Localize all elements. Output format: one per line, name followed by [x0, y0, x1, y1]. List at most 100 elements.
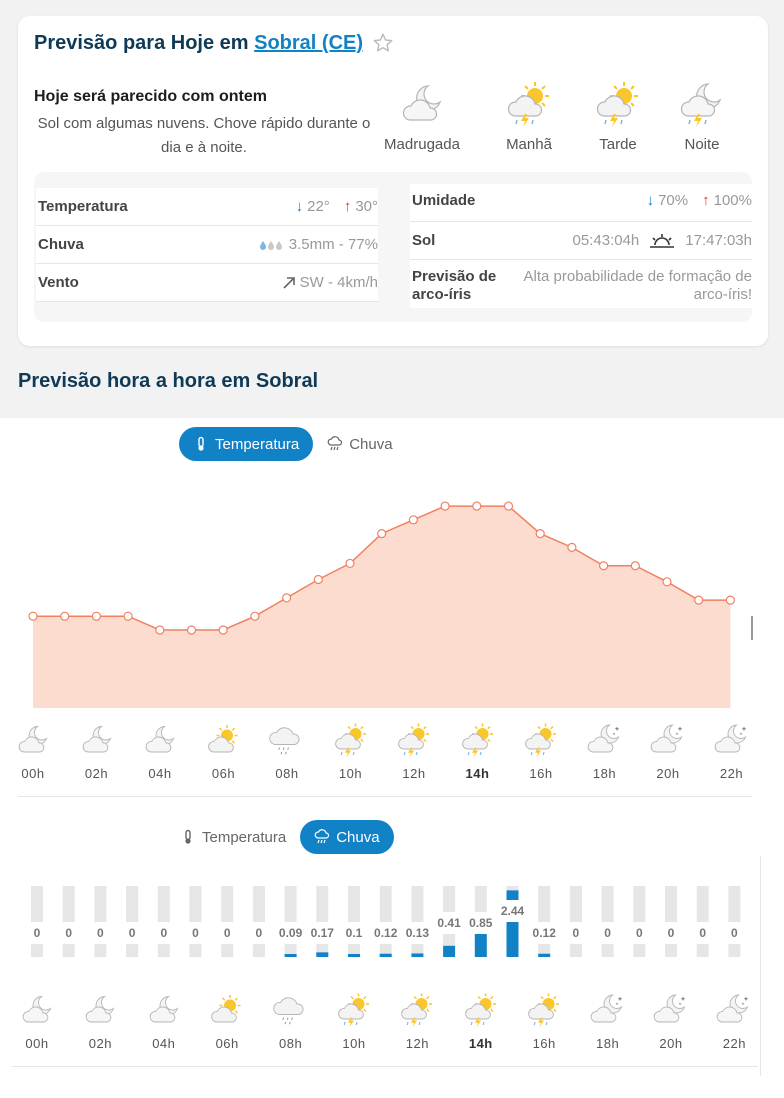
tab-chuva[interactable]: Chuva: [300, 820, 394, 854]
hour-item[interactable]: 04h: [142, 992, 186, 1051]
hour-item[interactable]: 10h: [332, 992, 376, 1051]
hour-item[interactable]: 06h: [205, 992, 249, 1051]
hour-label: 22h: [722, 1036, 746, 1051]
temperature-point[interactable]: [725, 595, 736, 605]
sun-cloud-storm-icon: [526, 992, 562, 1028]
temperature-point[interactable]: [345, 558, 355, 569]
rain-value-label: 0.09: [279, 926, 303, 940]
rain-bar[interactable]: [284, 954, 297, 957]
moon-cloud-icon: [146, 992, 182, 1028]
tab-label: Temperatura: [202, 828, 287, 846]
temperature-point[interactable]: [91, 611, 102, 621]
temperature-point[interactable]: [282, 593, 292, 603]
rain-bar-track: [62, 886, 75, 957]
moon-cloud-storm-icon: [678, 80, 726, 128]
tab-temperatura[interactable]: Temperatura: [166, 820, 300, 854]
rain-bar[interactable]: [474, 933, 487, 957]
temperature-point[interactable]: [186, 625, 197, 635]
temperature-point[interactable]: [567, 542, 577, 552]
row-umidade: Umidade ↓ 70% ↑ 100%: [410, 184, 752, 222]
sun-cloud-storm-icon: [505, 80, 553, 128]
arrow-up-icon: ↑: [343, 198, 352, 215]
moon-cloud-icon: [79, 722, 115, 758]
city-link[interactable]: Sobral (CE): [254, 32, 364, 54]
rain-label-box: [92, 922, 108, 944]
temperature-range: ↓ 22° ↑ 30°: [296, 198, 378, 215]
hour-item[interactable]: 02h: [75, 722, 119, 781]
today-forecast-card: Previsão para Hoje em Sobral (CE) Hoje s…: [18, 16, 768, 346]
cloud-rain-icon: [327, 436, 343, 451]
temperature-point[interactable]: [598, 561, 609, 571]
temperature-point[interactable]: [28, 611, 38, 621]
rain-bar[interactable]: [348, 954, 360, 957]
hour-item[interactable]: 12h: [392, 722, 436, 781]
temperature-point[interactable]: [123, 611, 133, 621]
hour-item[interactable]: 04h: [138, 722, 182, 781]
hour-item[interactable]: 18h: [586, 992, 630, 1051]
rain-value-label: 0.1: [346, 926, 363, 940]
hour-item[interactable]: 14h: [456, 722, 500, 781]
rain-label-box: [251, 922, 267, 944]
details-column-left: Temperatura ↓ 22° ↑ 30° Chuva 3.5mm - 77% …: [36, 188, 378, 302]
hour-item[interactable]: 16h: [519, 722, 563, 781]
rain-bar[interactable]: [538, 953, 551, 957]
temperature-point[interactable]: [662, 577, 672, 587]
rain-label-box: [631, 922, 647, 944]
temperature-point[interactable]: [472, 501, 482, 511]
humidity-max: 100%: [713, 192, 752, 209]
rain-value-label: 0: [160, 926, 167, 940]
rain-value-label: 0.17: [311, 926, 335, 940]
tab-chuva[interactable]: Chuva: [313, 427, 406, 461]
rain-bar-track: [316, 886, 329, 957]
hour-item[interactable]: 02h: [78, 992, 122, 1051]
hour-item[interactable]: 18h: [583, 722, 627, 781]
rain-value: 3.5mm - 77%: [259, 236, 378, 253]
sun-cloud-storm-icon: [463, 992, 499, 1028]
temperature-point[interactable]: [535, 528, 545, 539]
wind-speed: SW - 4km/h: [299, 274, 378, 291]
rain-bar[interactable]: [411, 953, 424, 957]
hour-item[interactable]: 00h: [11, 722, 55, 781]
rain-label-box: [695, 922, 711, 944]
hour-item[interactable]: 08h: [269, 992, 313, 1051]
hour-item[interactable]: 20h: [646, 722, 690, 781]
rain-bar[interactable]: [316, 952, 329, 957]
rain-bar[interactable]: [379, 953, 392, 957]
temperature-point[interactable]: [440, 501, 450, 511]
hour-item[interactable]: 08h: [265, 722, 309, 781]
wind-direction-icon: [283, 276, 295, 289]
temperature-point[interactable]: [408, 515, 418, 525]
temperature-point[interactable]: [377, 528, 387, 539]
temperature-point[interactable]: [155, 625, 165, 635]
temperature-point[interactable]: [60, 611, 70, 621]
hour-item[interactable]: 10h: [329, 722, 373, 781]
hour-item[interactable]: 06h: [202, 722, 246, 781]
hour-item[interactable]: 14h: [459, 992, 503, 1051]
temperature-point[interactable]: [630, 561, 640, 571]
rain-bar[interactable]: [443, 945, 456, 957]
rain-value-label: 0: [731, 926, 738, 940]
hour-item[interactable]: 12h: [395, 992, 439, 1051]
hour-item[interactable]: 20h: [649, 992, 693, 1051]
hour-label: 06h: [215, 1036, 239, 1051]
rain-label-box: [304, 922, 341, 944]
temperature-point[interactable]: [313, 574, 323, 585]
star-icon[interactable]: [372, 32, 394, 54]
tab-temperatura[interactable]: Temperatura: [179, 427, 314, 461]
temperature-point[interactable]: [250, 611, 260, 621]
temperature-point[interactable]: [694, 595, 704, 605]
hour-item[interactable]: 00h: [15, 992, 59, 1051]
temperature-point[interactable]: [503, 501, 514, 511]
rain-bar-track: [284, 886, 297, 957]
hour-label: 14h: [465, 766, 490, 781]
rain-bar-track: [189, 886, 202, 957]
hour-item[interactable]: 22h: [712, 992, 756, 1051]
rain-value-label: 0: [97, 926, 104, 940]
hour-item[interactable]: 22h: [710, 722, 754, 781]
sun-cloud-storm-icon: [594, 80, 642, 128]
hour-label: 18h: [595, 1036, 620, 1051]
today-title-prefix: Previsão para Hoje em: [34, 32, 249, 54]
hour-label: 16h: [532, 1036, 556, 1051]
temperature-point[interactable]: [218, 625, 228, 635]
hour-item[interactable]: 16h: [522, 992, 566, 1051]
